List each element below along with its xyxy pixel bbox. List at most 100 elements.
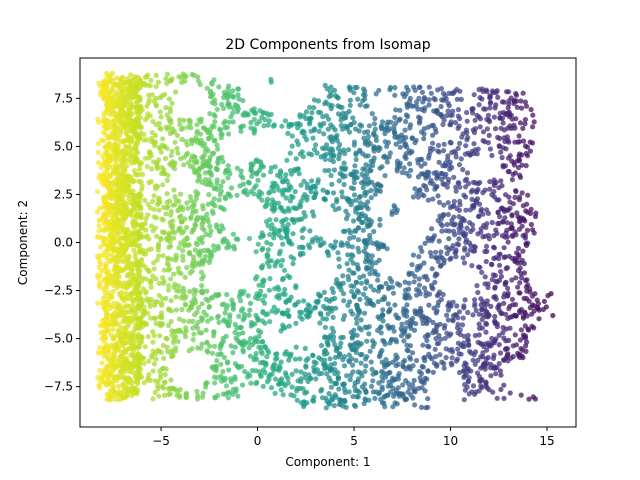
scatter-point [188,214,194,220]
scatter-point [387,275,393,282]
scatter-point [225,389,231,395]
scatter-point [421,136,427,142]
scatter-point [272,390,278,396]
scatter-point [204,348,210,354]
scatter-point [117,99,123,105]
scatter-point [527,305,533,311]
scatter-point [136,371,143,377]
scatter-point [418,244,424,251]
scatter-point [445,153,451,159]
scatter-point [119,340,126,346]
scatter-point [261,277,267,283]
scatter-point [496,332,502,338]
scatter-point [221,354,227,360]
scatter-point [523,348,529,354]
scatter-point [117,302,123,309]
scatter-point [353,156,359,163]
scatter-point [315,177,321,183]
scatter-point [136,199,143,205]
scatter-point [97,172,103,178]
scatter-point [464,118,470,124]
scatter-point [265,122,271,128]
scatter-point [440,90,447,96]
scatter-point [106,140,113,146]
scatter-point [258,344,264,351]
scatter-point [498,273,504,280]
scatter-point [192,247,198,253]
scatter-point [520,203,526,209]
scatter-point [178,156,184,162]
scatter-point [199,283,205,289]
scatter-point [123,230,129,236]
scatter-point [476,86,482,93]
scatter-point [212,394,218,400]
scatter-point [350,393,356,399]
scatter-point [177,191,184,197]
scatter-point [98,217,104,223]
scatter-point [456,309,463,315]
scatter-point [514,104,520,110]
scatter-point [137,334,143,340]
scatter-point [126,200,132,206]
scatter-point [348,230,354,236]
scatter-point [516,226,523,232]
scatter-point [461,363,467,369]
scatter-point [170,202,176,208]
scatter-point [188,137,194,143]
scatter-point [402,325,409,331]
scatter-point [240,330,246,336]
scatter-point [211,243,217,249]
scatter-point [335,111,342,117]
scatter-point [371,144,377,150]
scatter-point [505,169,511,175]
scatter-point [204,211,210,217]
scatter-point [430,319,436,325]
scatter-point [130,341,136,347]
scatter-point [117,104,124,110]
scatter-point [173,345,179,351]
scatter-point [360,92,367,98]
scatter-point [356,289,362,295]
scatter-point [367,348,373,354]
scatter-point [157,333,163,339]
scatter-point [429,356,435,362]
scatter-point [439,223,445,229]
scatter-point [145,375,151,381]
scatter-point [358,180,365,186]
scatter-point [500,120,506,126]
scatter-point [297,356,303,362]
scatter-point [143,227,149,233]
scatter-point [489,152,495,159]
scatter-point [150,118,156,125]
scatter-point [461,305,467,311]
scatter-point [145,247,151,253]
scatter-point [215,146,221,152]
scatter-point [134,243,140,249]
scatter-point [232,361,238,367]
scatter-point [128,160,134,166]
scatter-point [403,141,409,147]
scatter-point [212,137,218,143]
scatter-point [300,128,306,134]
scatter-point [103,263,109,269]
scatter-point [529,140,536,146]
scatter-point [472,332,478,339]
scatter-point [95,160,101,166]
scatter-point [325,342,331,348]
scatter-point [136,271,142,277]
scatter-point [424,277,430,283]
scatter-point [124,273,130,279]
scatter-point [456,123,462,129]
scatter-point [432,346,438,352]
scatter-point [486,132,492,138]
scatter-point [129,260,135,266]
scatter-point [430,140,436,146]
scatter-point [326,391,332,397]
scatter-point [102,330,108,336]
scatter-point [425,396,431,402]
scatter-point [156,157,162,163]
scatter-point [404,84,410,90]
scatter-point [501,127,507,133]
scatter-point [264,251,270,258]
scatter-point [349,172,355,178]
